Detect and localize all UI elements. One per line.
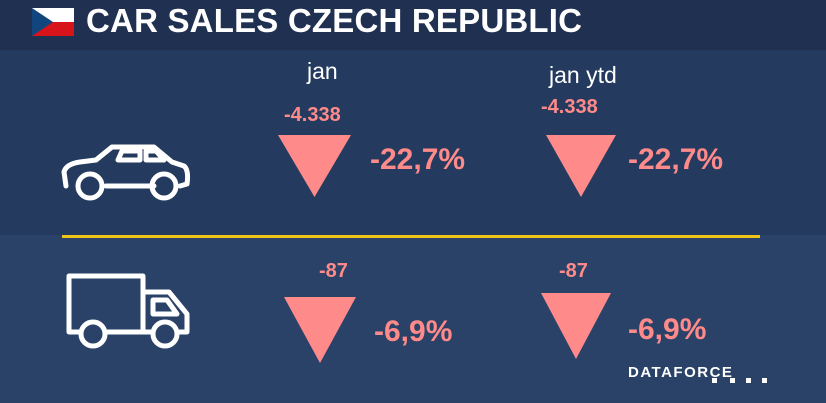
czech-flag-icon xyxy=(32,8,74,36)
trucks-row-background xyxy=(0,235,826,403)
trucks-ytd-down-arrow-icon xyxy=(541,293,611,359)
column-header-jan: jan xyxy=(307,58,338,84)
trucks-jan-absolute-change: -87 xyxy=(319,260,348,282)
dataforce-logo: DATAFORCE xyxy=(628,364,734,381)
cars-ytd-absolute-change: -4.338 xyxy=(541,96,598,118)
header: CAR SALES CZECH REPUBLIC xyxy=(0,0,826,50)
trucks-ytd-percent-change: -6,9% xyxy=(628,313,707,346)
trucks-ytd-absolute-change: -87 xyxy=(559,260,588,282)
cars-jan-percent-change: -22,7% xyxy=(370,143,466,176)
trucks-jan-down-arrow-icon xyxy=(284,297,356,363)
cars-jan-absolute-change: -4.338 xyxy=(284,104,341,126)
trucks-jan-percent-change: -6,9% xyxy=(374,315,453,348)
truck-icon xyxy=(66,273,190,349)
logo-dots-icon xyxy=(712,378,767,383)
cars-ytd-percent-change: -22,7% xyxy=(628,143,724,176)
cars-ytd-down-arrow-icon xyxy=(546,135,616,197)
column-header-jan-ytd: jan ytd xyxy=(549,62,617,88)
car-icon xyxy=(61,144,191,201)
page-title: CAR SALES CZECH REPUBLIC xyxy=(86,2,583,39)
row-divider xyxy=(62,235,760,238)
cars-jan-down-arrow-icon xyxy=(278,135,351,197)
cars-row-background xyxy=(0,50,826,235)
